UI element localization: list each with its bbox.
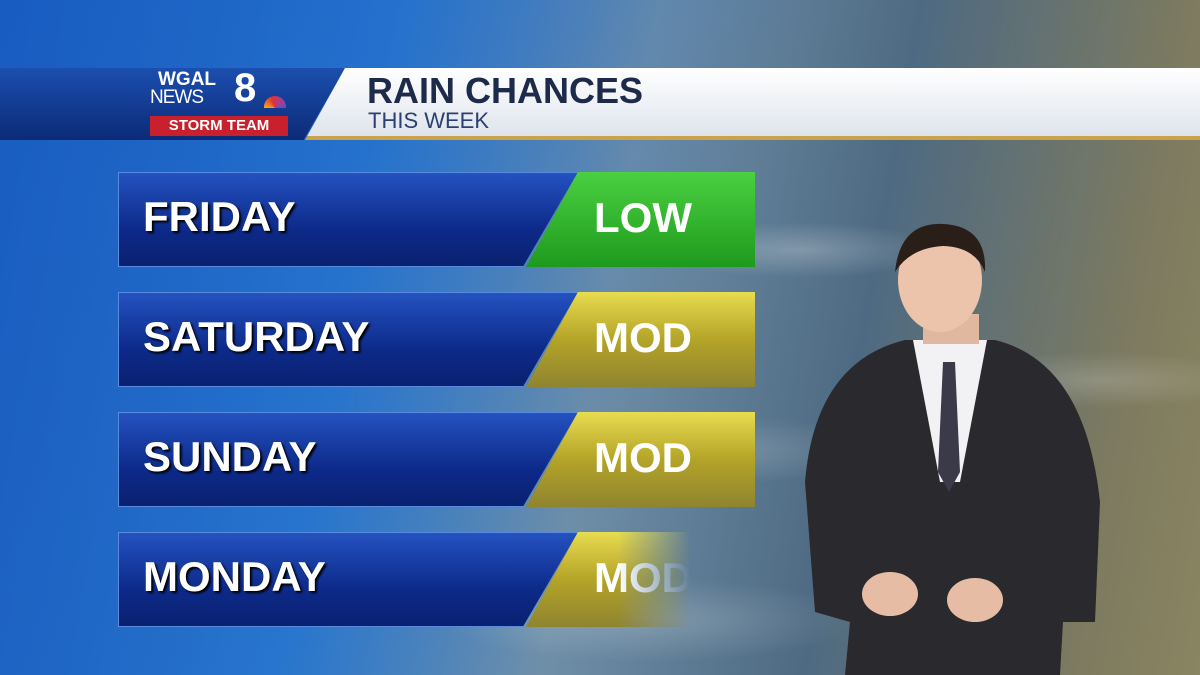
page-subtitle: THIS WEEK	[368, 108, 490, 133]
chance-text: MOD	[594, 314, 692, 361]
day-label: FRIDAY	[118, 172, 578, 267]
day-text: SUNDAY	[143, 433, 317, 480]
day-label: MONDAY	[118, 532, 578, 627]
logo-news: NEWS	[150, 87, 204, 108]
station-brand: WGAL NEWS 8 STORM TEAM	[0, 68, 345, 140]
meteorologist-presenter	[805, 223, 1100, 675]
chance-text: LOW	[594, 194, 692, 241]
logo-8: 8	[234, 66, 257, 110]
forecast-row: SATURDAY MOD	[118, 292, 755, 387]
day-text: SATURDAY	[143, 313, 370, 360]
forecast-row: MONDAY MOD	[118, 532, 755, 627]
chance-text: MOD	[594, 554, 692, 601]
header-bar: WGAL NEWS 8 STORM TEAM RAIN CHANCES THIS…	[0, 68, 1200, 140]
chance-text: MOD	[594, 434, 692, 481]
day-label: SUNDAY	[118, 412, 578, 507]
day-text: FRIDAY	[143, 193, 296, 240]
page-title: RAIN CHANCES	[367, 70, 644, 111]
title-bar: RAIN CHANCES THIS WEEK	[305, 68, 1200, 140]
storm-team-badge: STORM TEAM	[150, 116, 288, 136]
day-text: MONDAY	[143, 553, 326, 600]
chance-badge: MOD	[526, 292, 755, 387]
logo-wgal: WGAL	[158, 69, 217, 90]
forecast-row: FRIDAY LOW	[118, 172, 755, 267]
nbc-peacock-icon	[264, 96, 286, 108]
forecast-row: SUNDAY MOD	[118, 412, 755, 507]
day-label: SATURDAY	[118, 292, 578, 387]
